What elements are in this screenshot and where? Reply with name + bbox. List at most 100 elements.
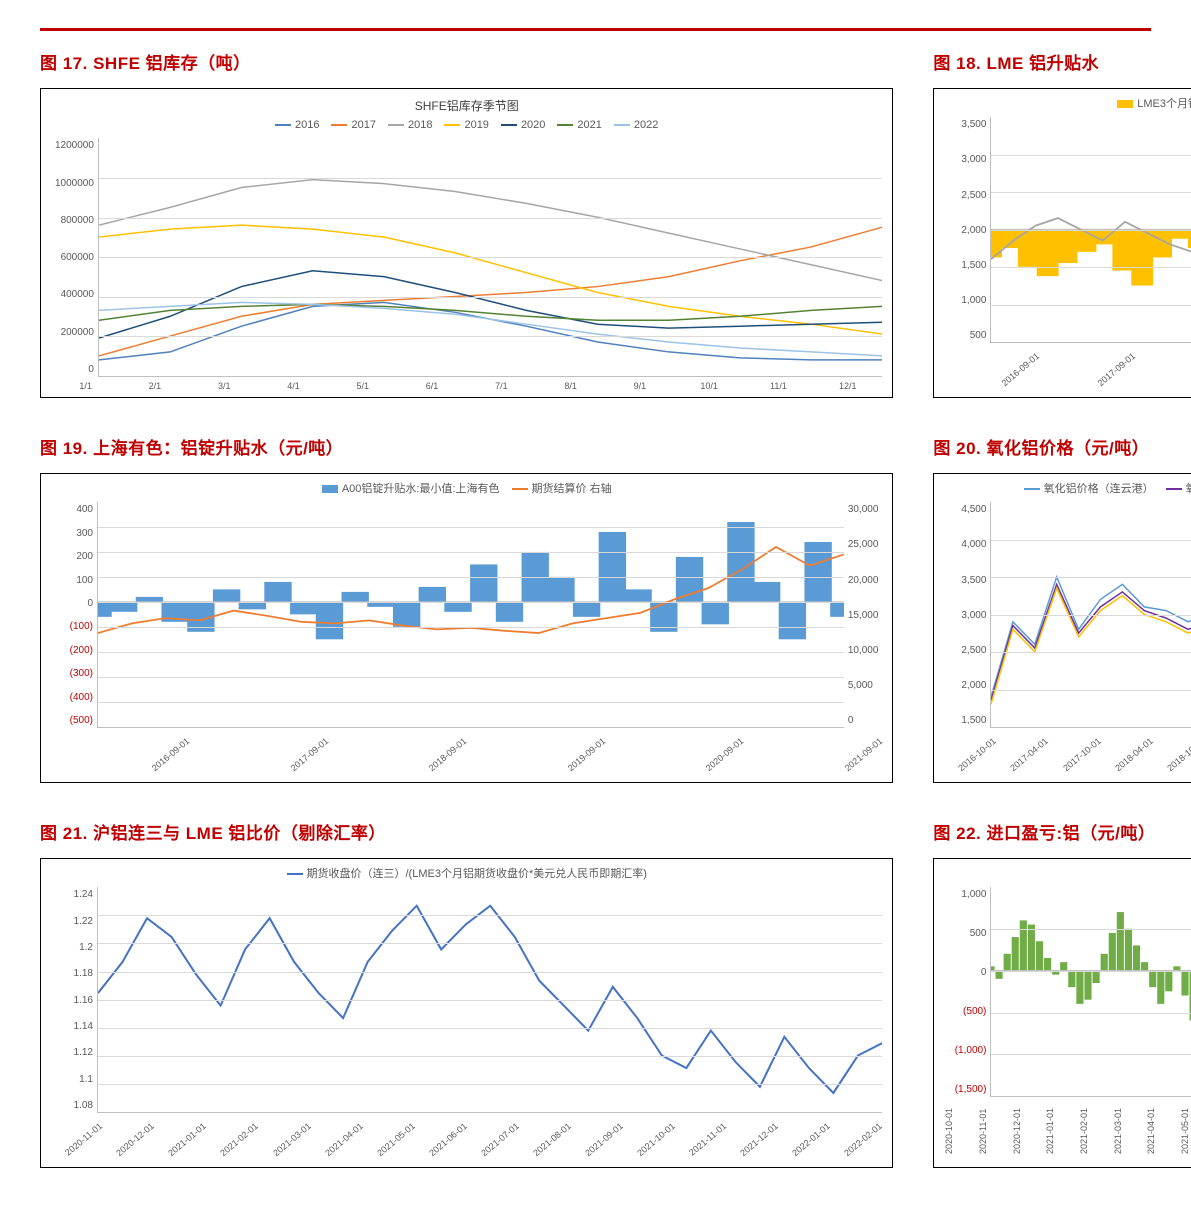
ytick: 2,000	[948, 680, 986, 691]
xtick: 2021-03-01	[271, 1117, 317, 1158]
fig22-legend: 铝进口盈亏	[944, 867, 1191, 881]
ytick: 200	[55, 551, 93, 562]
legend-label: 2017	[351, 118, 375, 132]
gridline	[98, 972, 882, 973]
legend-label: 期货收盘价（连三）/(LME3个月铝期货收盘价*美元兑人民币即期汇率)	[307, 867, 647, 881]
ytick: 800000	[55, 215, 94, 226]
legend-label: LME3个月铝升贴水 右轴	[1137, 97, 1191, 111]
fig22-xaxis: 2020-10-012020-11-012020-12-012021-01-01…	[944, 1097, 1191, 1161]
bar	[599, 532, 626, 602]
xtick: 3/1	[190, 381, 259, 391]
legend-label: 2016	[295, 118, 319, 132]
xtick: 2021-04-01	[323, 1117, 369, 1158]
legend-swatch	[444, 124, 460, 126]
figure-21: 图 21. 沪铝连三与 LME 铝比价（剔除汇率） 期货收盘价（连三）/(LME…	[40, 819, 893, 1168]
fig21-plot: 1.241.221.21.181.161.141.121.11.08	[51, 887, 882, 1113]
top-rule	[40, 28, 1151, 31]
legend-item: 2018	[388, 118, 432, 132]
ytick: 1.22	[55, 916, 93, 927]
legend-label: 2022	[634, 118, 658, 132]
bar	[1113, 230, 1135, 271]
bar	[1012, 937, 1019, 970]
gridline	[99, 297, 882, 298]
gridline	[98, 577, 844, 578]
ytick: 1,000	[948, 295, 986, 306]
legend-swatch	[512, 488, 528, 490]
gridline	[991, 690, 1191, 691]
gridline	[98, 915, 882, 916]
ytick: 0	[55, 598, 93, 609]
bar	[1125, 929, 1132, 971]
fig21-plot-area	[97, 887, 882, 1113]
bar	[727, 522, 754, 602]
ytick: 3,500	[948, 119, 986, 130]
ytick: (300)	[55, 668, 93, 679]
bar	[1061, 962, 1068, 970]
bar	[624, 590, 651, 602]
figure-19: 图 19. 上海有色：铝锭升贴水（元/吨） A00铝锭升贴水:最小值:上海有色期…	[40, 434, 893, 783]
legend-item: 2020	[501, 118, 545, 132]
bar	[1028, 925, 1035, 971]
bar	[830, 602, 844, 617]
bar	[1141, 962, 1148, 970]
ytick: (100)	[55, 621, 93, 632]
fig21-legend: 期货收盘价（连三）/(LME3个月铝期货收盘价*美元兑人民币即期汇率)	[51, 867, 882, 881]
bar	[1056, 230, 1078, 264]
ytick: 1,500	[948, 260, 986, 271]
ytick: 1.08	[55, 1100, 93, 1111]
bar	[1036, 942, 1043, 971]
legend-item: 2021	[557, 118, 601, 132]
xtick: 2022-01-01	[790, 1117, 836, 1158]
gridline	[991, 577, 1191, 578]
fig19-chart: A00铝锭升贴水:最小值:上海有色期货结算价 右轴 4003002001000(…	[40, 473, 893, 783]
ytick: (200)	[55, 645, 93, 656]
xtick: 11/1	[744, 381, 813, 391]
legend-swatch	[331, 124, 347, 126]
ytick: 4,000	[948, 539, 986, 550]
figure-17: 图 17. SHFE 铝库存（吨） SHFE铝库存季节图 20162017201…	[40, 49, 893, 398]
fig21-title: 图 21. 沪铝连三与 LME 铝比价（剔除汇率）	[40, 819, 893, 844]
bar	[1133, 946, 1140, 971]
gridline	[98, 943, 882, 944]
ytick: 500	[948, 928, 986, 939]
fig19-plot: 4003002001000(100)(200)(300)(400)(500) 3…	[51, 502, 882, 728]
legend-item: LME3个月铝升贴水 右轴	[1117, 97, 1191, 111]
fig18-title: 图 18. LME 铝升贴水	[933, 49, 1191, 74]
bar	[547, 577, 574, 602]
gridline	[991, 155, 1191, 156]
ytick: 2,000	[948, 225, 986, 236]
fig18-plot-area	[990, 117, 1191, 343]
ytick: 400000	[55, 289, 94, 300]
bar	[342, 592, 369, 602]
ytick: 15,000	[848, 610, 879, 621]
xtick: 8/1	[536, 381, 605, 391]
figure-22: 图 22. 进口盈亏:铝（元/吨） 铝进口盈亏 1,0005000(500)(1…	[933, 819, 1191, 1168]
xtick: 2016-09-01	[967, 347, 1047, 416]
gridline	[991, 652, 1191, 653]
xtick: 2017-10-01	[1061, 732, 1107, 773]
ytick: 1.1	[55, 1074, 93, 1085]
legend-label: 2021	[577, 118, 601, 132]
xtick: 6/1	[397, 381, 466, 391]
ytick: 1,000	[948, 889, 986, 900]
bar	[1004, 954, 1011, 971]
xtick: 2018-04-01	[1113, 732, 1159, 773]
xtick: 2021-04-01	[1146, 1101, 1180, 1161]
fig17-title: 图 17. SHFE 铝库存（吨）	[40, 49, 893, 74]
gridline	[98, 627, 844, 628]
xtick: 2/1	[120, 381, 189, 391]
ytick: 0	[55, 364, 94, 375]
bar	[573, 602, 600, 617]
bar	[1166, 971, 1173, 992]
series-line	[99, 225, 882, 334]
series-line	[99, 303, 882, 360]
figure-20: 图 20. 氧化铝价格（元/吨） 氧化铝价格（连云港）氧化铝价格（山东）氧化铝价…	[933, 434, 1191, 783]
fig18-plot: 3,5003,0002,5002,0001,5001,000500 604020…	[944, 117, 1191, 343]
xtick: 2021-07-01	[479, 1117, 525, 1158]
fig20-legend: 氧化铝价格（连云港）氧化铝价格（山东）氧化铝价格（广西百色）	[944, 482, 1191, 496]
bar	[1037, 230, 1059, 277]
ytick: 4,500	[948, 504, 986, 515]
ytick: (500)	[55, 715, 93, 726]
fig17-plot: 120000010000008000006000004000002000000	[51, 138, 882, 377]
xtick: 2018-09-01	[1158, 347, 1191, 416]
